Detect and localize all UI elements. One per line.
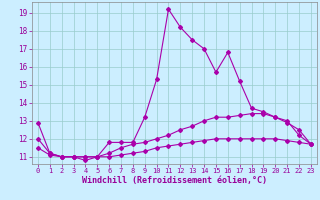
X-axis label: Windchill (Refroidissement éolien,°C): Windchill (Refroidissement éolien,°C) — [82, 176, 267, 185]
